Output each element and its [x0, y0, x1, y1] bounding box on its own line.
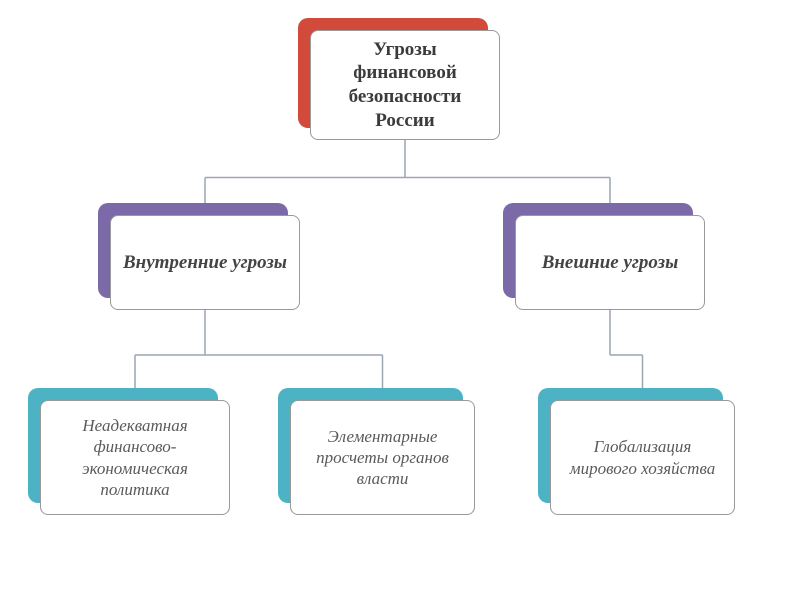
node-leaf3-label: Глобализация мирового хозяйства [561, 436, 724, 479]
node-leaf1-card: Неадекватная финансово-экономическая пол… [40, 400, 230, 515]
node-external-card: Внешние угрозы [515, 215, 705, 310]
node-external-label: Внешние угрозы [542, 251, 679, 275]
node-leaf2-card: Элементарные просчеты органов власти [290, 400, 475, 515]
node-leaf2-label: Элементарные просчеты органов власти [301, 426, 464, 490]
node-internal-card: Внутренние угрозы [110, 215, 300, 310]
node-leaf1-label: Неадекватная финансово-экономическая пол… [51, 415, 219, 500]
node-root-card: Угрозы финансовой безопасности России [310, 30, 500, 140]
node-leaf3-card: Глобализация мирового хозяйства [550, 400, 735, 515]
node-internal-label: Внутренние угрозы [123, 251, 287, 275]
node-root-label: Угрозы финансовой безопасности России [321, 38, 489, 133]
